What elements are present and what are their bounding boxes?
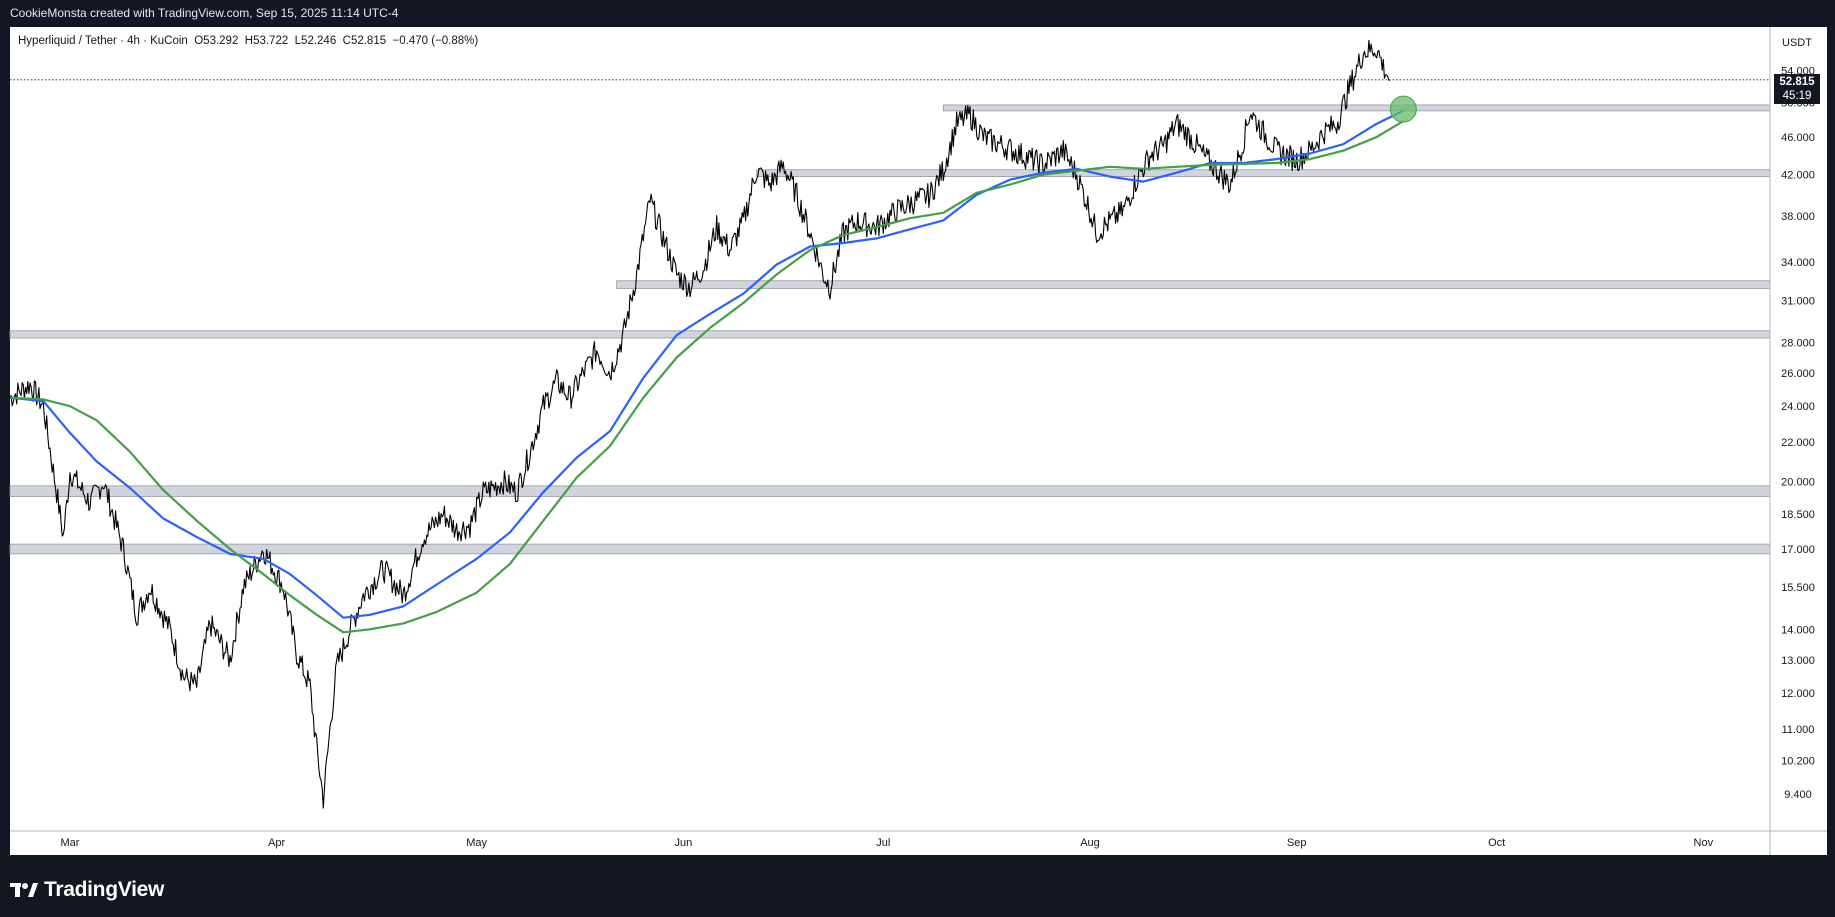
footer-branding[interactable]: TradingView <box>10 875 164 905</box>
y-tick-label: 13.000 <box>1781 655 1815 667</box>
x-tick-label: Sep <box>1287 837 1307 849</box>
target-marker <box>1389 95 1417 123</box>
zone-4 <box>9 485 1771 497</box>
close-value: 52.815 <box>350 35 387 47</box>
top-caption-bar: CookieMonsta created with TradingView.co… <box>0 0 1835 27</box>
y-tick-label: 12.000 <box>1781 688 1815 700</box>
tradingview-logo-icon <box>10 883 38 897</box>
chart-caption: CookieMonsta created with TradingView.co… <box>10 6 399 20</box>
y-tick-label: 42.000 <box>1781 170 1815 182</box>
low-label: L <box>294 35 302 47</box>
x-tick-label: Jun <box>674 837 692 849</box>
chart-pane[interactable] <box>10 27 1827 855</box>
y-tick-label: 31.000 <box>1781 295 1815 307</box>
y-tick-label: 14.000 <box>1781 624 1815 636</box>
x-tick-label: Oct <box>1488 837 1505 849</box>
x-tick-label: Mar <box>61 837 80 849</box>
x-tick-label: May <box>466 837 487 849</box>
zone-2 <box>616 280 1771 289</box>
x-tick-label: Jul <box>876 837 890 849</box>
high-label: H <box>244 35 254 47</box>
zone-0 <box>942 104 1771 112</box>
price-line <box>9 39 1391 809</box>
time-axis-ticks[interactable]: Mar Apr May Jun Jul Aug Sep Oct Nov <box>61 837 1714 849</box>
y-tick-label: 28.000 <box>1781 337 1815 349</box>
y-tick-label: 34.000 <box>1781 257 1815 269</box>
y-tick-label: 20.000 <box>1781 477 1815 489</box>
y-tick-label: 10.200 <box>1781 755 1815 767</box>
price-series <box>9 39 1391 809</box>
brand-name: TradingView <box>44 878 165 901</box>
axes[interactable] <box>10 27 1827 855</box>
moving-average-slow <box>9 120 1404 634</box>
y-tick-label: 15.500 <box>1781 582 1815 594</box>
y-tick-label: 24.000 <box>1781 401 1815 413</box>
x-tick-label: Aug <box>1080 837 1100 849</box>
moving-average-fast <box>9 109 1404 619</box>
y-tick-label: 26.000 <box>1781 368 1815 380</box>
currency-label[interactable]: USDT <box>1782 37 1812 49</box>
moving-averages <box>9 109 1404 634</box>
y-tick-label: 11.000 <box>1782 724 1815 736</box>
y-tick-label: 38.000 <box>1781 211 1815 223</box>
bar-countdown: 45:19 <box>1782 90 1812 102</box>
open-label: O <box>194 35 204 47</box>
symbol-legend: Hyperliquid / Tether · 4h · KuCoin O53.2… <box>18 35 478 47</box>
zone-1 <box>756 169 1771 177</box>
low-value: 52.246 <box>301 35 337 47</box>
zone-5 <box>9 543 1771 555</box>
target-circle <box>1389 95 1417 123</box>
open-value: 53.292 <box>203 35 239 47</box>
last-price-badge: 52.815 45:19 <box>1774 74 1820 104</box>
high-value: 53.722 <box>253 35 289 47</box>
y-tick-label: 18.500 <box>1781 509 1815 521</box>
y-tick-label: 46.000 <box>1781 132 1815 144</box>
y-tick-label: 9.400 <box>1784 789 1812 801</box>
y-tick-label: 22.000 <box>1781 437 1815 449</box>
zone-3 <box>9 330 1771 339</box>
support-resistance-zones <box>9 104 1771 555</box>
price-axis-ticks[interactable]: 9.400 10.200 11.000 12.000 13.000 14.000 15.50… <box>1781 66 1815 802</box>
y-tick-label: 17.000 <box>1781 544 1815 556</box>
x-tick-label: Nov <box>1694 837 1714 849</box>
close-label: C <box>342 35 351 47</box>
x-tick-label: Apr <box>268 837 285 849</box>
last-price-value: 52.815 <box>1779 76 1815 88</box>
symbol-title: Hyperliquid / Tether · 4h · KuCoin <box>18 35 188 47</box>
change-value: −0.470 (−0.88%) <box>392 35 479 47</box>
